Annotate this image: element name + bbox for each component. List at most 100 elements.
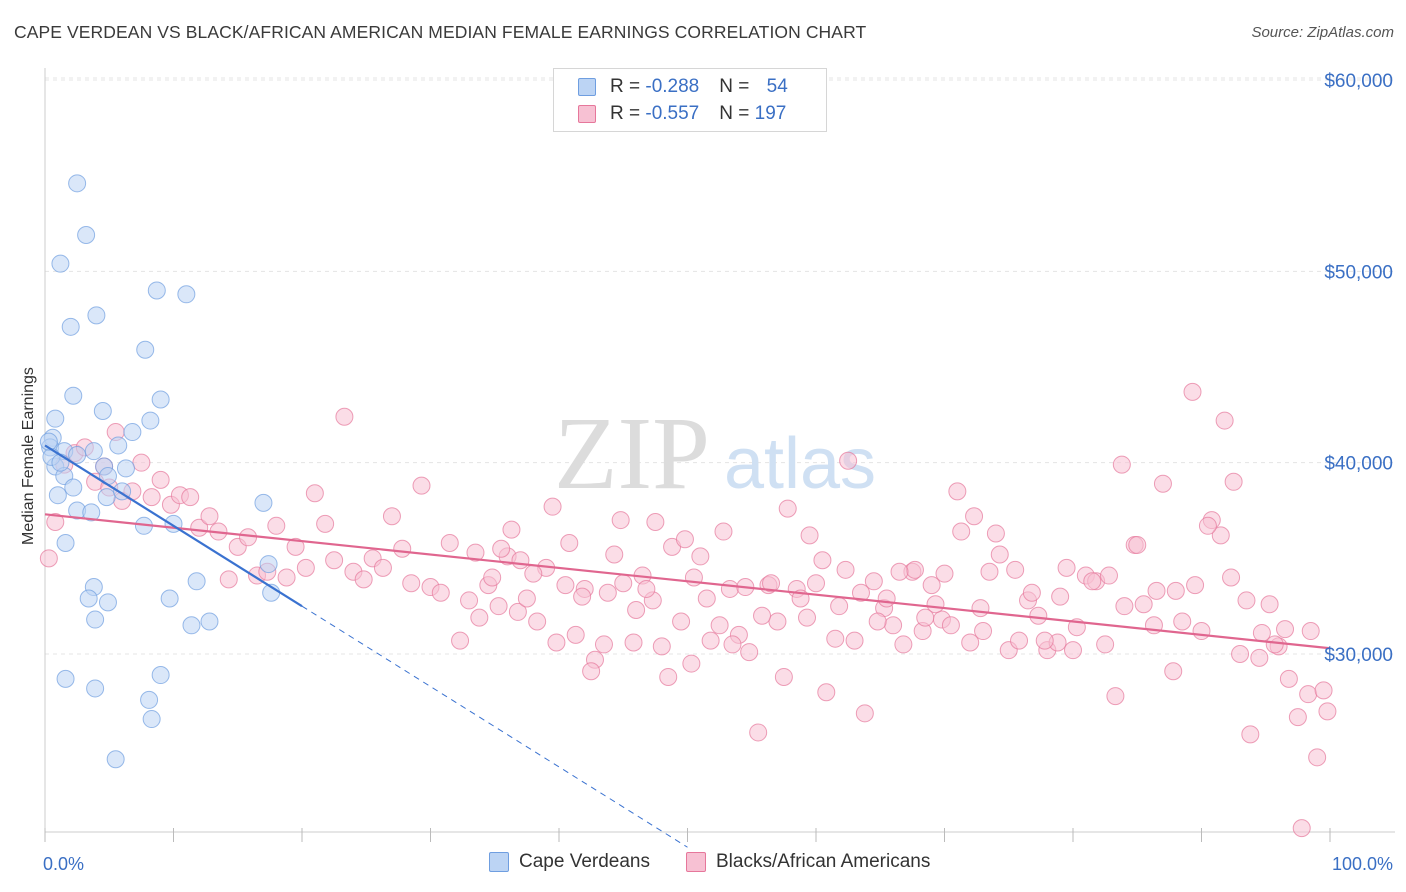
data-point <box>1260 595 1279 614</box>
data-point <box>768 612 787 631</box>
data-point <box>714 522 733 541</box>
data-point <box>1128 535 1147 554</box>
data-point <box>762 574 781 593</box>
data-point <box>720 579 739 598</box>
bottom-legend-blacks[interactable]: Blacks/African Americans <box>686 851 930 873</box>
data-point <box>93 402 112 421</box>
data-point <box>986 524 1005 543</box>
data-point <box>817 683 836 702</box>
x-tick-label: 0.0% <box>43 854 84 874</box>
data-point <box>627 600 646 619</box>
data-point <box>547 633 566 652</box>
data-point <box>1252 623 1271 642</box>
data-point <box>286 537 305 556</box>
data-point <box>980 562 999 581</box>
data-point <box>177 285 196 304</box>
data-point <box>483 568 502 587</box>
data-point <box>39 432 58 451</box>
data-point <box>830 597 849 616</box>
data-point <box>182 616 201 635</box>
data-point <box>974 622 993 641</box>
data-point <box>1153 474 1172 493</box>
data-point <box>1173 612 1192 631</box>
data-point <box>990 545 1009 564</box>
data-point <box>109 436 128 455</box>
data-point <box>1064 641 1082 660</box>
data-point <box>543 497 562 516</box>
data-point <box>1215 411 1234 430</box>
data-point <box>877 589 896 608</box>
data-point <box>123 423 142 442</box>
data-point <box>894 635 913 654</box>
data-point <box>106 750 125 769</box>
legend-n-value: 54 <box>766 76 788 97</box>
legend-r-value: -0.288 <box>645 76 700 97</box>
y-axis-label: Median Female Earnings <box>20 367 37 545</box>
series-cape-verdeans <box>39 382 1337 838</box>
data-point <box>1314 681 1333 700</box>
data-point <box>84 442 103 461</box>
data-point <box>1183 382 1202 401</box>
data-point <box>845 631 864 650</box>
data-point <box>723 635 742 654</box>
data-point <box>97 488 116 507</box>
data-point <box>147 281 166 300</box>
data-point <box>1106 687 1125 706</box>
data-point <box>277 568 296 587</box>
data-point <box>1288 708 1307 727</box>
data-point <box>1083 572 1102 591</box>
legend-row-blacks: R = -0.557 N = 197 <box>578 102 786 126</box>
data-point <box>492 539 511 558</box>
data-point <box>1192 622 1211 641</box>
data-point <box>941 616 960 635</box>
data-point <box>1301 622 1320 641</box>
y-tick-label: $40,000 <box>1324 454 1393 475</box>
data-point <box>1224 472 1243 491</box>
data-point <box>916 608 935 627</box>
data-point <box>79 589 98 608</box>
data-point <box>965 507 984 526</box>
data-point <box>611 511 630 530</box>
data-point <box>560 534 579 553</box>
data-point <box>402 574 421 593</box>
legend-n-label: N = <box>719 76 755 97</box>
data-point <box>68 446 87 465</box>
data-point <box>524 564 543 583</box>
data-point <box>296 558 315 577</box>
data-point <box>1164 662 1183 681</box>
data-point <box>605 545 624 564</box>
data-point <box>1006 560 1025 579</box>
data-point <box>624 633 643 652</box>
x-tick-label: 100.0% <box>1332 854 1393 874</box>
watermark-zip: ZIP <box>554 396 710 511</box>
data-point <box>239 528 258 547</box>
data-point <box>598 583 617 602</box>
bottom-legend-cape-verdeans[interactable]: Cape Verdeans <box>489 851 650 873</box>
data-point <box>151 470 170 489</box>
data-point <box>1318 702 1337 721</box>
data-point <box>87 306 106 325</box>
data-point <box>1010 631 1029 650</box>
y-tick-label: $50,000 <box>1324 262 1393 283</box>
data-point <box>1099 566 1118 585</box>
source-label: Source: ZipAtlas.com <box>1251 24 1394 41</box>
legend-swatch-pink <box>578 105 596 123</box>
data-point <box>659 667 678 686</box>
data-point <box>142 710 161 729</box>
data-point <box>753 606 772 625</box>
data-point <box>451 631 470 650</box>
y-tick-label: $60,000 <box>1324 71 1393 92</box>
data-point <box>1299 685 1318 704</box>
data-point <box>64 478 83 497</box>
data-point <box>778 499 797 518</box>
data-point <box>160 589 179 608</box>
data-point <box>470 608 489 627</box>
data-point <box>86 679 105 698</box>
data-point <box>1308 748 1327 767</box>
data-point <box>1022 583 1041 602</box>
legend-series-name: Cape Verdeans <box>519 851 650 872</box>
data-point <box>948 482 967 501</box>
data-point <box>151 666 170 685</box>
data-point <box>489 597 508 616</box>
legend-r-value: -0.557 <box>645 103 700 124</box>
